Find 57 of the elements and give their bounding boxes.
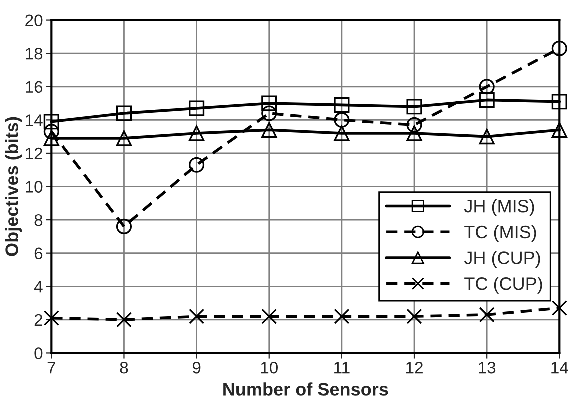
legend-label: JH (CUP) bbox=[464, 251, 540, 268]
x-tick-label: 14 bbox=[552, 362, 568, 374]
point bbox=[406, 99, 422, 115]
point bbox=[189, 157, 205, 173]
x-tick-label: 10 bbox=[261, 362, 278, 374]
point bbox=[479, 79, 495, 95]
y-tick-label: 20 bbox=[26, 14, 43, 27]
y-tick-label: 8 bbox=[34, 214, 43, 226]
point bbox=[189, 308, 205, 324]
legend-label: JH (MIS) bbox=[464, 199, 534, 216]
y-tick-label: 16 bbox=[26, 81, 43, 94]
y-tick-label: 6 bbox=[34, 248, 43, 260]
point bbox=[116, 218, 132, 234]
point bbox=[406, 117, 422, 133]
y-tick-label: 12 bbox=[26, 148, 42, 160]
point bbox=[44, 114, 60, 130]
point bbox=[334, 308, 350, 324]
x-axis-title: Number of Sensors bbox=[224, 382, 388, 396]
point bbox=[552, 122, 568, 138]
point bbox=[334, 112, 350, 128]
point bbox=[406, 126, 422, 142]
x-tick-label: 9 bbox=[192, 362, 201, 374]
x-tick-label: 7 bbox=[48, 362, 56, 374]
legend-label: TC (MIS) bbox=[464, 225, 536, 242]
y-tick-label: 14 bbox=[26, 114, 43, 126]
y-tick-label: 0 bbox=[34, 348, 43, 360]
point bbox=[479, 92, 495, 108]
x-tick-label: 11 bbox=[334, 362, 350, 374]
point bbox=[116, 106, 132, 122]
point bbox=[262, 96, 278, 112]
point bbox=[334, 97, 350, 113]
point bbox=[44, 310, 60, 326]
point bbox=[262, 308, 278, 324]
y-tick-label: 4 bbox=[34, 281, 43, 293]
y-axis-title: Objectives (bits) bbox=[5, 117, 22, 256]
point bbox=[44, 124, 60, 140]
y-tick-label: 2 bbox=[34, 314, 42, 326]
point bbox=[479, 129, 495, 145]
point bbox=[189, 100, 205, 116]
x-tick-label: 8 bbox=[120, 362, 128, 374]
y-tick-label: 18 bbox=[26, 48, 43, 60]
point bbox=[552, 94, 568, 110]
point bbox=[189, 126, 205, 142]
point bbox=[44, 130, 60, 146]
point bbox=[262, 122, 278, 138]
y-tick-label: 10 bbox=[26, 181, 43, 193]
point bbox=[406, 308, 422, 324]
point bbox=[334, 126, 350, 142]
x-tick-label: 13 bbox=[479, 362, 496, 374]
x-tick-label: 12 bbox=[406, 362, 423, 374]
point bbox=[116, 312, 132, 328]
point bbox=[552, 40, 568, 56]
legend-label: TC (CUP) bbox=[464, 277, 542, 294]
point bbox=[552, 300, 568, 316]
point bbox=[262, 106, 278, 122]
point bbox=[116, 130, 132, 146]
point bbox=[479, 307, 495, 323]
